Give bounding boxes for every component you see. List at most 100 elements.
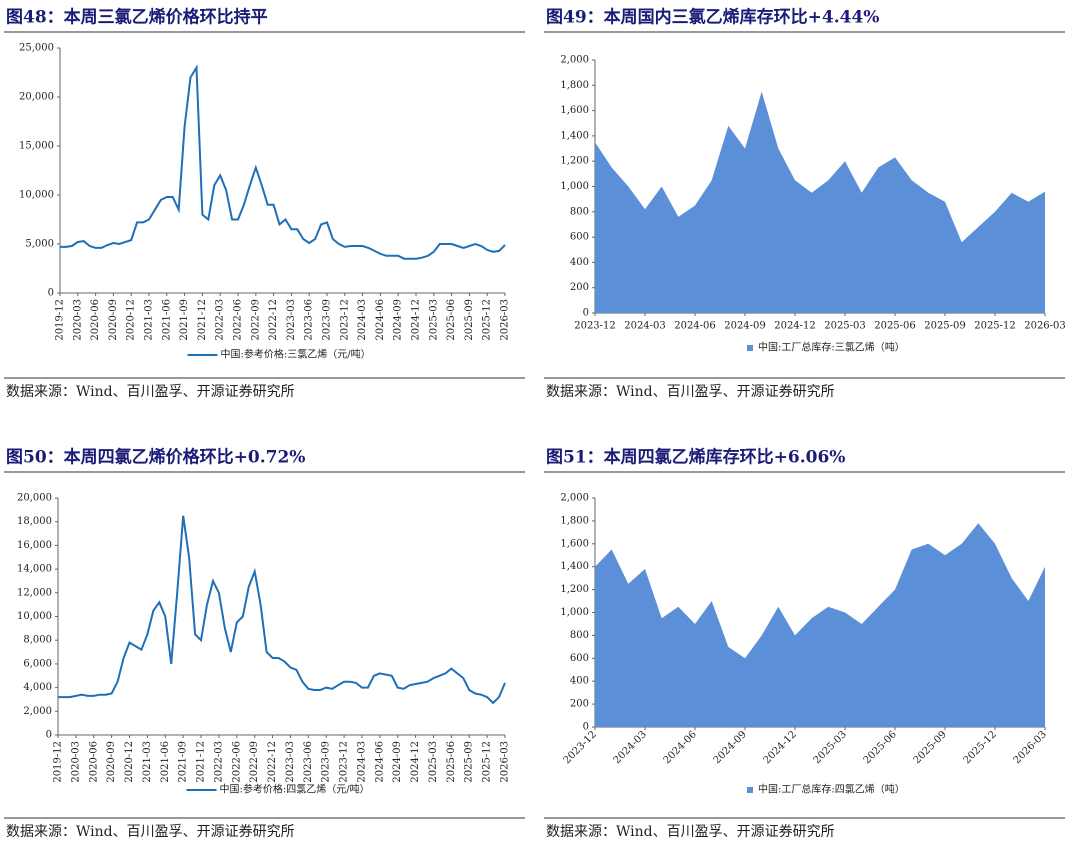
x-tick-label: 2025-09 (464, 741, 475, 783)
legend-label: 中国:参考价格:四氯乙烯（元/吨） (220, 783, 370, 796)
x-tick-label: 2022-03 (213, 741, 224, 783)
x-tick-label: 2026-03 (500, 299, 511, 341)
x-tick-label: 2024-09 (712, 729, 749, 766)
legend-label: 中国:参考价格:三氯乙烯（元/吨） (221, 348, 371, 361)
x-tick-label: 2023-06 (303, 741, 314, 783)
x-tick-label: 2024-09 (393, 299, 404, 341)
y-tick-label: 2,000 (560, 55, 589, 66)
x-tick-label: 2023-12 (339, 741, 350, 783)
x-tick-label: 2024-12 (411, 299, 422, 341)
x-tick-label: 2026-03 (500, 741, 511, 783)
y-tick-label: 15,000 (19, 141, 54, 152)
x-tick-label: 2025-12 (974, 321, 1016, 332)
y-tick-label: 16,000 (17, 540, 52, 551)
x-tick-label: 2025-09 (912, 729, 949, 766)
x-tick-label: 2023-03 (286, 299, 297, 341)
x-tick-label: 2024-06 (374, 741, 385, 783)
y-tick-label: 0 (48, 288, 54, 299)
x-tick-label: 2022-12 (267, 741, 278, 783)
x-tick-label: 2020-12 (126, 299, 137, 341)
y-tick-label: 1,400 (560, 561, 589, 572)
y-tick-label: 12,000 (17, 587, 52, 598)
legend-label: 中国:工厂总库存:三氯乙烯（吨） (758, 341, 905, 354)
x-tick-label: 2021-09 (178, 741, 189, 783)
y-tick-label: 4,000 (23, 682, 52, 693)
x-tick-label: 2025-03 (812, 729, 849, 766)
x-tick-label: 2020-03 (70, 741, 81, 783)
y-tick-label: 18,000 (17, 516, 52, 527)
y-tick-label: 6,000 (23, 658, 52, 669)
y-tick-label: 25,000 (19, 43, 54, 54)
x-tick-label: 2023-09 (321, 741, 332, 783)
x-tick-label: 2022-06 (231, 741, 242, 783)
source: 数据来源：Wind、百川盈孚、开源证券研究所 (6, 824, 295, 840)
source: 数据来源：Wind、百川盈孚、开源证券研究所 (546, 824, 835, 840)
x-tick-label: 2022-09 (250, 299, 261, 341)
x-tick-label: 2023-09 (322, 299, 333, 341)
y-tick-label: 600 (570, 232, 589, 243)
x-tick-label: 2024-12 (762, 729, 799, 766)
x-tick-label: 2025-09 (464, 299, 475, 341)
x-tick-label: 2025-03 (428, 299, 439, 341)
y-tick-label: 20,000 (17, 493, 52, 504)
x-tick-label: 2020-03 (72, 299, 83, 341)
x-tick-label: 2025-12 (482, 741, 493, 783)
x-tick-label: 2023-12 (339, 299, 350, 341)
x-tick-label: 2020-06 (88, 741, 99, 783)
x-tick-label: 2024-09 (392, 741, 403, 783)
chart-title: 图49：本周国内三氯乙烯库存环比+4.44% (546, 7, 879, 28)
y-tick-label: 10,000 (19, 190, 54, 201)
y-tick-label: 800 (570, 630, 589, 641)
x-tick-label: 2021-03 (144, 299, 155, 341)
x-tick-label: 2023-12 (562, 729, 599, 766)
y-tick-label: 5,000 (25, 239, 54, 250)
y-tick-label: 200 (570, 282, 589, 293)
y-tick-label: 2,000 (23, 706, 52, 717)
legend-swatch (747, 787, 753, 793)
x-tick-label: 2024-09 (724, 321, 766, 332)
area (595, 523, 1045, 727)
x-tick-label: 2024-06 (674, 321, 716, 332)
y-tick-label: 0 (46, 730, 52, 741)
x-tick-label: 2020-12 (124, 741, 135, 783)
x-tick-label: 2024-03 (612, 729, 649, 766)
y-tick-label: 14,000 (17, 564, 52, 575)
x-tick-label: 2025-03 (428, 741, 439, 783)
x-tick-label: 2020-09 (106, 741, 117, 783)
y-tick-label: 400 (570, 676, 589, 687)
y-tick-label: 1,800 (560, 515, 589, 526)
x-tick-label: 2025-03 (824, 321, 866, 332)
chart-title: 图51：本周四氯乙烯库存环比+6.06% (546, 447, 845, 468)
y-tick-label: 10,000 (17, 611, 52, 622)
x-tick-label: 2024-03 (357, 299, 368, 341)
x-tick-label: 2023-12 (574, 321, 616, 332)
y-tick-label: 1,000 (560, 181, 589, 192)
chart-title: 图48：本周三氯乙烯价格环比持平 (6, 7, 268, 28)
x-tick-label: 2021-06 (161, 299, 172, 341)
x-tick-label: 2022-09 (249, 741, 260, 783)
area (595, 91, 1045, 313)
x-tick-label: 2025-09 (924, 321, 966, 332)
y-tick-label: 600 (570, 653, 589, 664)
x-tick-label: 2021-12 (197, 299, 208, 341)
x-tick-label: 2024-12 (774, 321, 816, 332)
source: 数据来源：Wind、百川盈孚、开源证券研究所 (546, 384, 835, 400)
line (60, 64, 506, 260)
x-tick-label: 2021-03 (142, 741, 153, 783)
x-tick-label: 2023-06 (304, 299, 315, 341)
x-tick-label: 2019-12 (53, 741, 64, 783)
y-tick-label: 0 (583, 308, 589, 319)
x-tick-label: 2020-06 (90, 299, 101, 341)
y-tick-label: 1,800 (560, 80, 589, 91)
x-tick-label: 2025-06 (862, 729, 899, 766)
x-tick-label: 2026-03 (1024, 321, 1066, 332)
chart-title: 图50：本周四氯乙烯价格环比+0.72% (6, 447, 305, 468)
x-tick-label: 2024-06 (662, 729, 699, 766)
y-tick-label: 400 (570, 257, 589, 268)
x-tick-label: 2025-06 (446, 299, 457, 341)
x-tick-label: 2021-09 (179, 299, 190, 341)
y-tick-label: 2,000 (560, 493, 589, 504)
x-tick-label: 2021-06 (160, 741, 171, 783)
x-tick-label: 2022-06 (233, 299, 244, 341)
